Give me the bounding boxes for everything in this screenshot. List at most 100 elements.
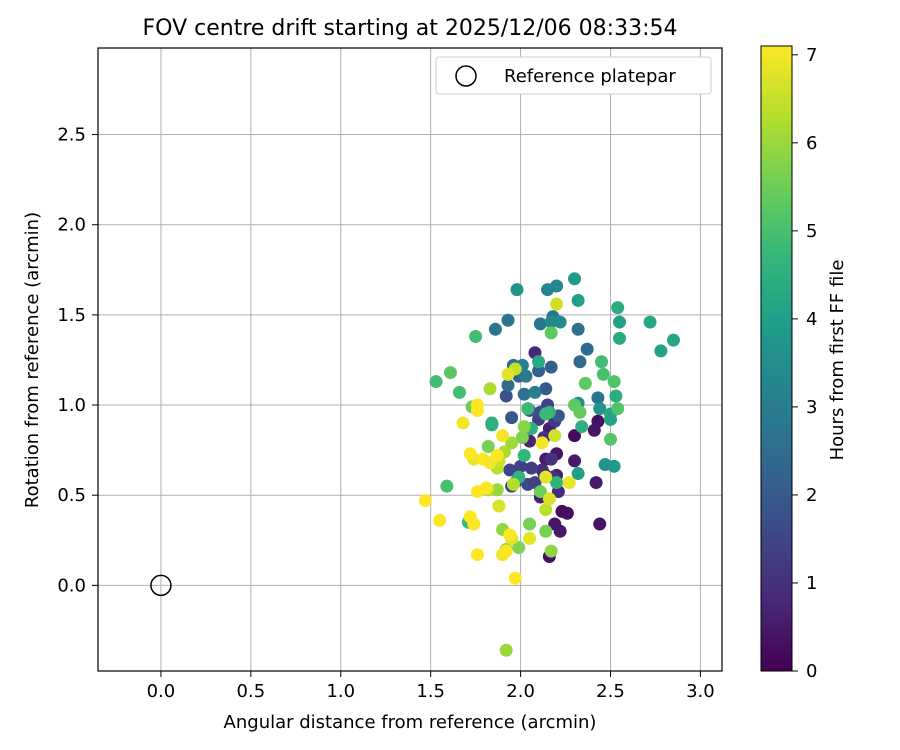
data-point bbox=[562, 476, 576, 490]
plot-frame bbox=[97, 47, 723, 672]
data-point bbox=[607, 459, 621, 473]
data-point bbox=[512, 540, 526, 554]
data-point bbox=[479, 481, 493, 495]
data-point bbox=[544, 544, 558, 558]
data-point bbox=[571, 467, 585, 481]
colorbar-tick-label: 1 bbox=[806, 573, 817, 594]
colorbar-label: Hours from first FF file bbox=[827, 260, 848, 461]
data-point bbox=[483, 382, 497, 396]
x-tick-label: 0.0 bbox=[147, 681, 176, 702]
data-point bbox=[550, 476, 564, 490]
y-tick-label: 1.0 bbox=[57, 395, 86, 416]
colorbar-tick-label: 6 bbox=[806, 133, 817, 154]
data-point bbox=[593, 517, 607, 531]
data-point bbox=[544, 326, 558, 340]
data-point bbox=[611, 402, 625, 416]
data-point bbox=[517, 420, 531, 434]
data-point bbox=[499, 544, 513, 558]
data-point bbox=[505, 436, 519, 450]
data-point bbox=[612, 315, 626, 329]
data-point bbox=[604, 432, 618, 446]
data-point bbox=[499, 643, 513, 657]
data-point bbox=[578, 376, 592, 390]
data-point bbox=[515, 430, 529, 444]
legend-box bbox=[435, 56, 712, 95]
data-point bbox=[488, 322, 502, 336]
data-point bbox=[573, 355, 587, 369]
data-point bbox=[539, 503, 553, 517]
data-point bbox=[501, 367, 515, 381]
data-point bbox=[568, 272, 582, 286]
colorbar-gradient bbox=[760, 45, 793, 672]
data-point bbox=[508, 571, 522, 585]
data-point bbox=[485, 418, 499, 432]
colorbar: 0 1 2 3 4 5 6 7 Hours from first FF file bbox=[760, 45, 848, 682]
data-point bbox=[532, 355, 546, 369]
reference-point bbox=[150, 574, 172, 597]
legend: Reference platepar bbox=[435, 56, 712, 95]
data-point bbox=[510, 283, 524, 297]
data-point bbox=[443, 366, 457, 380]
colorbar-tick-label: 7 bbox=[806, 45, 817, 66]
data-point bbox=[503, 528, 517, 542]
reference-marker bbox=[150, 574, 172, 597]
data-point bbox=[544, 360, 558, 374]
y-tick-label: 0.5 bbox=[57, 485, 86, 506]
x-tick-label: 1.5 bbox=[416, 681, 445, 702]
data-point bbox=[604, 412, 618, 426]
data-point bbox=[528, 385, 542, 399]
data-point bbox=[481, 440, 495, 454]
y-tick-label: 2.0 bbox=[57, 215, 86, 236]
data-point bbox=[503, 463, 517, 477]
data-point bbox=[496, 429, 510, 443]
data-point bbox=[571, 293, 585, 307]
data-point bbox=[654, 344, 668, 358]
data-point bbox=[490, 483, 504, 497]
data-point bbox=[544, 452, 558, 466]
data-point bbox=[544, 315, 558, 329]
data-point bbox=[539, 382, 553, 396]
data-point bbox=[593, 402, 607, 416]
x-tick-label: 1.0 bbox=[326, 681, 355, 702]
x-tick-label: 2.0 bbox=[506, 681, 535, 702]
x-tick-label: 3.0 bbox=[686, 681, 715, 702]
data-point bbox=[506, 477, 520, 491]
x-axis: 0.0 0.5 1.0 1.5 2.0 2.5 3.0 bbox=[147, 671, 715, 702]
colorbar-tick-label: 4 bbox=[806, 309, 817, 330]
x-tick-label: 2.5 bbox=[596, 681, 625, 702]
data-point bbox=[591, 391, 605, 405]
data-point bbox=[611, 301, 625, 315]
data-point bbox=[505, 411, 519, 425]
colorbar-ticks: 0 1 2 3 4 5 6 7 bbox=[792, 45, 817, 682]
y-axis: 0.0 0.5 1.0 1.5 2.0 2.5 bbox=[57, 125, 98, 596]
legend-label: Reference platepar bbox=[504, 66, 676, 87]
y-tick-label: 2.5 bbox=[57, 125, 86, 146]
data-point bbox=[587, 423, 601, 437]
y-tick-label: 0.0 bbox=[57, 575, 86, 596]
data-point bbox=[490, 449, 504, 463]
data-point bbox=[575, 420, 589, 434]
data-point bbox=[571, 322, 585, 336]
data-point bbox=[548, 429, 562, 443]
data-point bbox=[532, 364, 546, 378]
data-point bbox=[589, 476, 603, 490]
data-point bbox=[463, 447, 477, 461]
data-point bbox=[607, 375, 621, 389]
data-point bbox=[521, 402, 535, 416]
data-point bbox=[469, 330, 483, 344]
data-point bbox=[539, 470, 553, 484]
data-point bbox=[440, 479, 454, 493]
data-point bbox=[514, 459, 528, 473]
data-point bbox=[523, 517, 537, 531]
colorbar-tick-label: 2 bbox=[806, 485, 817, 506]
data-point bbox=[533, 485, 547, 499]
x-axis-label: Angular distance from reference (arcmin) bbox=[224, 712, 597, 733]
data-point bbox=[568, 454, 582, 468]
data-point bbox=[643, 315, 657, 329]
data-point bbox=[499, 389, 513, 403]
data-point bbox=[542, 492, 556, 506]
data-point bbox=[433, 513, 447, 527]
data-point bbox=[553, 315, 567, 329]
data-point bbox=[517, 387, 531, 401]
